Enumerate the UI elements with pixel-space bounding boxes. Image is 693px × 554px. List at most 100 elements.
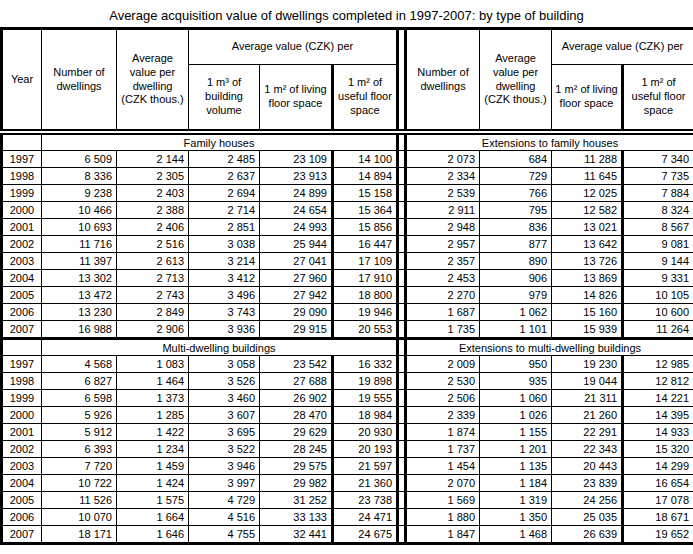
table-row: 19988 3362 3052 63723 91314 8942 3347291… (2, 168, 693, 185)
value-cell: 2 849 (117, 304, 189, 321)
table-body: Family housesExtensions to family houses… (2, 132, 693, 544)
header-per-m2-useful-right: 1 m² of useful floor space (623, 65, 693, 133)
year-cell: 1997 (2, 151, 42, 168)
value-cell: 2 388 (117, 202, 189, 219)
value-cell: 10 722 (42, 475, 117, 492)
table-divider (398, 304, 406, 321)
value-cell: 15 320 (623, 441, 693, 458)
section-band-row: Family housesExtensions to family houses (2, 132, 693, 151)
value-cell: 3 412 (189, 270, 260, 287)
value-cell: 13 642 (552, 236, 623, 253)
year-cell: 1999 (2, 390, 42, 407)
value-cell: 1 737 (406, 441, 480, 458)
table-row: 200413 3022 7133 41227 96017 9102 453906… (2, 270, 693, 287)
value-cell: 33 133 (260, 509, 333, 526)
value-cell: 21 260 (552, 407, 623, 424)
value-cell: 20 443 (552, 458, 623, 475)
section-label-right: Extensions to family houses (406, 132, 693, 151)
value-cell: 13 726 (552, 253, 623, 270)
value-cell: 4 516 (189, 509, 260, 526)
value-cell: 836 (480, 219, 552, 236)
header-avg-value-per-dwelling-left: Average value per dwelling (CZK thous.) (117, 29, 189, 133)
value-cell: 19 946 (333, 304, 398, 321)
value-cell: 16 447 (333, 236, 398, 253)
value-cell: 24 471 (333, 509, 398, 526)
year-cell: 2003 (2, 458, 42, 475)
value-cell: 3 496 (189, 287, 260, 304)
value-cell: 9 331 (623, 270, 693, 287)
value-cell: 3 946 (189, 458, 260, 475)
value-cell: 15 160 (552, 304, 623, 321)
table-row: 200110 6932 4062 85124 99315 8562 948836… (2, 219, 693, 236)
value-cell: 1 880 (406, 509, 480, 526)
value-cell: 24 256 (552, 492, 623, 509)
header-per-m3-building-volume: 1 m³ of building volume (189, 65, 260, 133)
dwellings-table: Year Number of dwellings Average value p… (0, 27, 693, 545)
value-cell: 10 105 (623, 287, 693, 304)
value-cell: 8 567 (623, 219, 693, 236)
table-divider (398, 356, 406, 373)
value-cell: 2 694 (189, 185, 260, 202)
value-cell: 14 933 (623, 424, 693, 441)
header-avg-value-group-left: Average value (CZK) per (189, 29, 398, 65)
value-cell: 12 985 (623, 356, 693, 373)
value-cell: 19 044 (552, 373, 623, 390)
value-cell: 21 311 (552, 390, 623, 407)
value-cell: 12 025 (552, 185, 623, 202)
table-divider (398, 236, 406, 253)
year-cell-empty (2, 132, 42, 151)
value-cell: 17 078 (623, 492, 693, 509)
year-cell: 2002 (2, 236, 42, 253)
value-cell: 7 340 (623, 151, 693, 168)
value-cell: 18 671 (623, 509, 693, 526)
header-per-m2-useful-left: 1 m² of useful floor space (333, 65, 398, 133)
value-cell: 684 (480, 151, 552, 168)
value-cell: 19 555 (333, 390, 398, 407)
value-cell: 26 902 (260, 390, 333, 407)
value-cell: 1 468 (480, 526, 552, 544)
value-cell: 29 090 (260, 304, 333, 321)
table-divider (398, 407, 406, 424)
value-cell: 11 526 (42, 492, 117, 509)
year-cell: 2001 (2, 424, 42, 441)
value-cell: 1 350 (480, 509, 552, 526)
table-divider (398, 29, 406, 133)
value-cell: 2 743 (117, 287, 189, 304)
table-row: 200718 1711 6464 75532 44124 6751 8471 4… (2, 526, 693, 544)
value-cell: 18 800 (333, 287, 398, 304)
value-cell: 1 101 (480, 321, 552, 339)
section-label-left: Multi-dwelling buildings (42, 339, 398, 356)
value-cell: 4 568 (42, 356, 117, 373)
value-cell: 23 839 (552, 475, 623, 492)
table-row: 200613 2302 8493 74329 09019 9461 6871 0… (2, 304, 693, 321)
value-cell: 6 393 (42, 441, 117, 458)
value-cell: 8 324 (623, 202, 693, 219)
value-cell: 23 542 (260, 356, 333, 373)
value-cell: 2 713 (117, 270, 189, 287)
value-cell: 3 522 (189, 441, 260, 458)
table-divider (398, 458, 406, 475)
value-cell: 6 598 (42, 390, 117, 407)
value-cell: 2 357 (406, 253, 480, 270)
year-cell: 2005 (2, 287, 42, 304)
value-cell: 2 613 (117, 253, 189, 270)
value-cell: 1 664 (117, 509, 189, 526)
value-cell: 3 058 (189, 356, 260, 373)
value-cell: 12 812 (623, 373, 693, 390)
value-cell: 2 516 (117, 236, 189, 253)
value-cell: 14 894 (333, 168, 398, 185)
year-cell: 2001 (2, 219, 42, 236)
value-cell: 1 373 (117, 390, 189, 407)
header-number-of-dwellings-left: Number of dwellings (42, 29, 117, 133)
value-cell: 15 939 (552, 321, 623, 339)
value-cell: 2 539 (406, 185, 480, 202)
table-divider (398, 219, 406, 236)
header-number-of-dwellings-right: Number of dwellings (406, 29, 480, 133)
value-cell: 1 083 (117, 356, 189, 373)
value-cell: 2 009 (406, 356, 480, 373)
value-cell: 5 926 (42, 407, 117, 424)
value-cell: 16 988 (42, 321, 117, 339)
value-cell: 2 073 (406, 151, 480, 168)
value-cell: 795 (480, 202, 552, 219)
value-cell: 766 (480, 185, 552, 202)
